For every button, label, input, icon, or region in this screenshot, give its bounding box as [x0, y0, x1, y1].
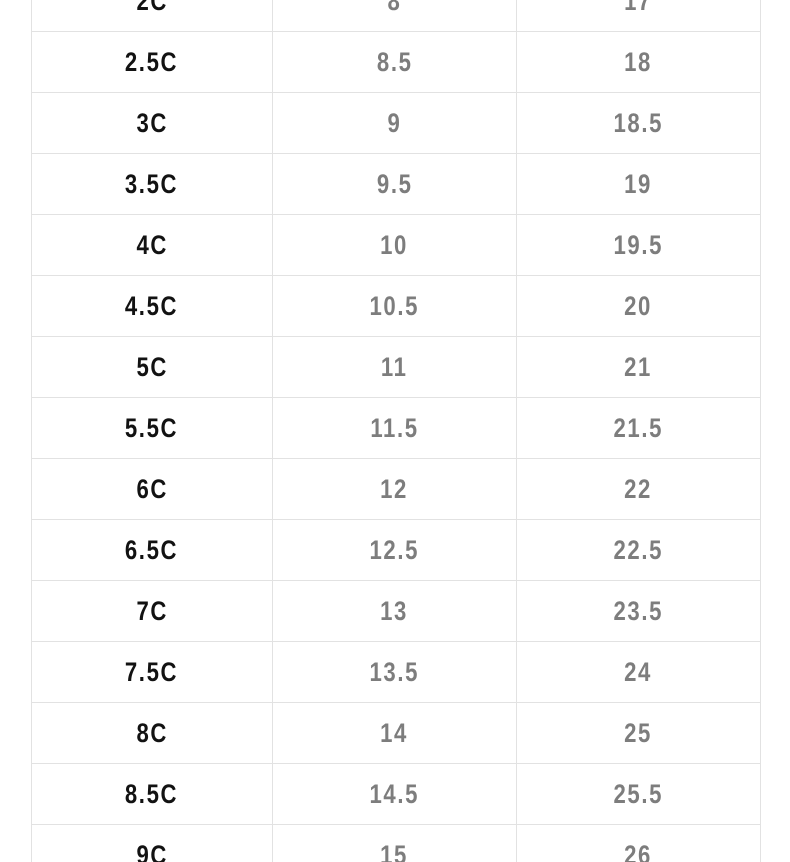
value-col2: 8	[387, 0, 402, 16]
size-label: 6C	[136, 473, 168, 504]
size-cell: 2.5C	[32, 32, 273, 93]
value-col2: 13	[380, 595, 409, 626]
size-cell: 5.5C	[32, 398, 273, 459]
value-col2-cell: 12	[273, 459, 517, 520]
size-label: 5.5C	[125, 412, 179, 443]
size-label: 4.5C	[125, 290, 179, 321]
size-cell: 8C	[32, 703, 273, 764]
size-cell: 7.5C	[32, 642, 273, 703]
size-label: 7.5C	[125, 656, 179, 687]
value-col3-cell: 23.5	[517, 581, 761, 642]
value-col3: 19	[624, 168, 653, 199]
value-col3: 21.5	[613, 412, 664, 443]
value-col2-cell: 12.5	[273, 520, 517, 581]
value-col2-cell: 13.5	[273, 642, 517, 703]
size-label: 8.5C	[125, 778, 179, 809]
size-cell: 7C	[32, 581, 273, 642]
value-col2-cell: 13	[273, 581, 517, 642]
value-col2-cell: 8	[273, 0, 517, 32]
value-col3: 23.5	[613, 595, 664, 626]
value-col2: 11.5	[370, 412, 419, 443]
size-label: 9C	[136, 839, 168, 862]
value-col3-cell: 22	[517, 459, 761, 520]
size-cell: 5C	[32, 337, 273, 398]
size-label: 2C	[136, 0, 168, 16]
value-col2-cell: 11	[273, 337, 517, 398]
value-col3: 26	[624, 839, 653, 862]
value-col3-cell: 22.5	[517, 520, 761, 581]
value-col2-cell: 15	[273, 825, 517, 862]
size-cell: 4.5C	[32, 276, 273, 337]
size-cell: 4C	[32, 215, 273, 276]
size-label: 2.5C	[125, 46, 179, 77]
value-col2-cell: 11.5	[273, 398, 517, 459]
value-col2: 12	[380, 473, 409, 504]
value-col3-cell: 18.5	[517, 93, 761, 154]
value-col3: 25.5	[613, 778, 664, 809]
size-cell: 9C	[32, 825, 273, 862]
size-cell: 3.5C	[32, 154, 273, 215]
value-col3: 20	[624, 290, 653, 321]
size-cell: 3C	[32, 93, 273, 154]
size-label: 5C	[136, 351, 168, 382]
value-col2-cell: 9	[273, 93, 517, 154]
value-col2-cell: 14	[273, 703, 517, 764]
value-col3-cell: 19.5	[517, 215, 761, 276]
value-col2: 8.5	[376, 46, 413, 77]
value-col2: 9	[387, 107, 402, 138]
value-col3: 24	[624, 656, 653, 687]
value-col3-cell: 17	[517, 0, 761, 32]
value-col2: 10.5	[369, 290, 420, 321]
size-label: 8C	[136, 717, 168, 748]
size-cell: 6C	[32, 459, 273, 520]
value-col3: 19.5	[613, 229, 664, 260]
value-col3-cell: 21	[517, 337, 761, 398]
value-col3: 22	[624, 473, 653, 504]
value-col3-cell: 25.5	[517, 764, 761, 825]
value-col3: 21	[624, 351, 653, 382]
size-label: 7C	[136, 595, 168, 626]
size-label: 3.5C	[125, 168, 179, 199]
value-col3: 18.5	[613, 107, 664, 138]
size-label: 4C	[136, 229, 168, 260]
value-col3-cell: 20	[517, 276, 761, 337]
value-col3-cell: 25	[517, 703, 761, 764]
value-col2: 13.5	[369, 656, 420, 687]
value-col2: 15	[380, 839, 409, 862]
size-cell: 8.5C	[32, 764, 273, 825]
value-col3-cell: 18	[517, 32, 761, 93]
value-col2: 9.5	[376, 168, 413, 199]
value-col3-cell: 21.5	[517, 398, 761, 459]
size-cell: 6.5C	[32, 520, 273, 581]
value-col2-cell: 10	[273, 215, 517, 276]
size-chart-table: 2C 8 17 2.5C 8.5 18 3C 9 18.5 3.5C	[31, 0, 761, 862]
size-label: 3C	[136, 107, 168, 138]
value-col2: 14.5	[369, 778, 420, 809]
value-col2: 12.5	[369, 534, 420, 565]
value-col3: 18	[624, 46, 653, 77]
value-col2-cell: 14.5	[273, 764, 517, 825]
value-col2-cell: 10.5	[273, 276, 517, 337]
value-col3-cell: 26	[517, 825, 761, 862]
value-col3: 17	[624, 0, 653, 16]
value-col3: 22.5	[613, 534, 664, 565]
value-col2: 11	[381, 351, 408, 382]
value-col3-cell: 24	[517, 642, 761, 703]
value-col2: 10	[380, 229, 409, 260]
value-col3: 25	[624, 717, 653, 748]
value-col2-cell: 9.5	[273, 154, 517, 215]
size-label: 6.5C	[125, 534, 179, 565]
value-col2-cell: 8.5	[273, 32, 517, 93]
value-col2: 14	[380, 717, 409, 748]
value-col3-cell: 19	[517, 154, 761, 215]
size-cell: 2C	[32, 0, 273, 32]
